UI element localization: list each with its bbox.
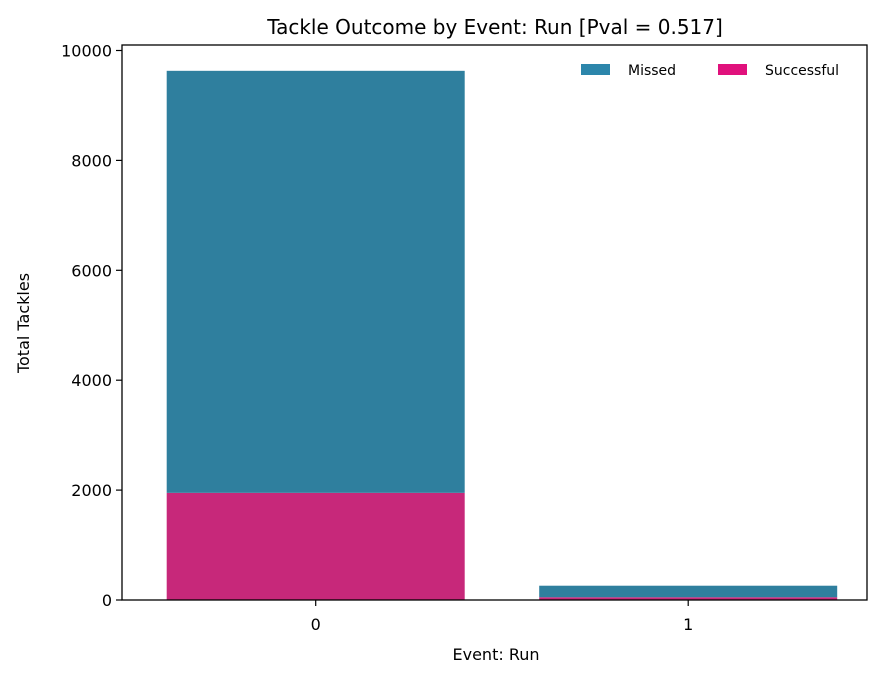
x-tick-label: 1 <box>683 615 693 634</box>
legend-label-missed: Missed <box>628 63 676 79</box>
y-tick-label: 6000 <box>71 261 112 280</box>
y-tick-label: 4000 <box>71 371 112 390</box>
bar-successful-0 <box>166 492 465 600</box>
bar-missed-0 <box>166 70 465 493</box>
plot-frame <box>121 44 868 601</box>
bar-successful-1 <box>539 597 838 600</box>
legend: Missed Successful <box>581 63 839 79</box>
bars-group <box>166 70 838 600</box>
y-axis: 0 2000 4000 6000 8000 10000 <box>61 41 122 610</box>
y-tick-label: 2000 <box>71 481 112 500</box>
x-tick-label: 0 <box>311 615 321 634</box>
y-tick-label: 8000 <box>71 151 112 170</box>
legend-swatch-missed <box>581 64 610 75</box>
legend-label-successful: Successful <box>765 63 839 79</box>
y-tick-label: 0 <box>102 591 112 610</box>
x-axis-label: Event: Run <box>453 645 540 664</box>
chart-title: Tackle Outcome by Event: Run [Pval = 0.5… <box>266 15 723 39</box>
legend-swatch-successful <box>718 64 747 75</box>
y-tick-label: 10000 <box>61 41 112 60</box>
bar-missed-1 <box>539 585 838 598</box>
y-axis-label: Total Tackles <box>14 273 33 374</box>
